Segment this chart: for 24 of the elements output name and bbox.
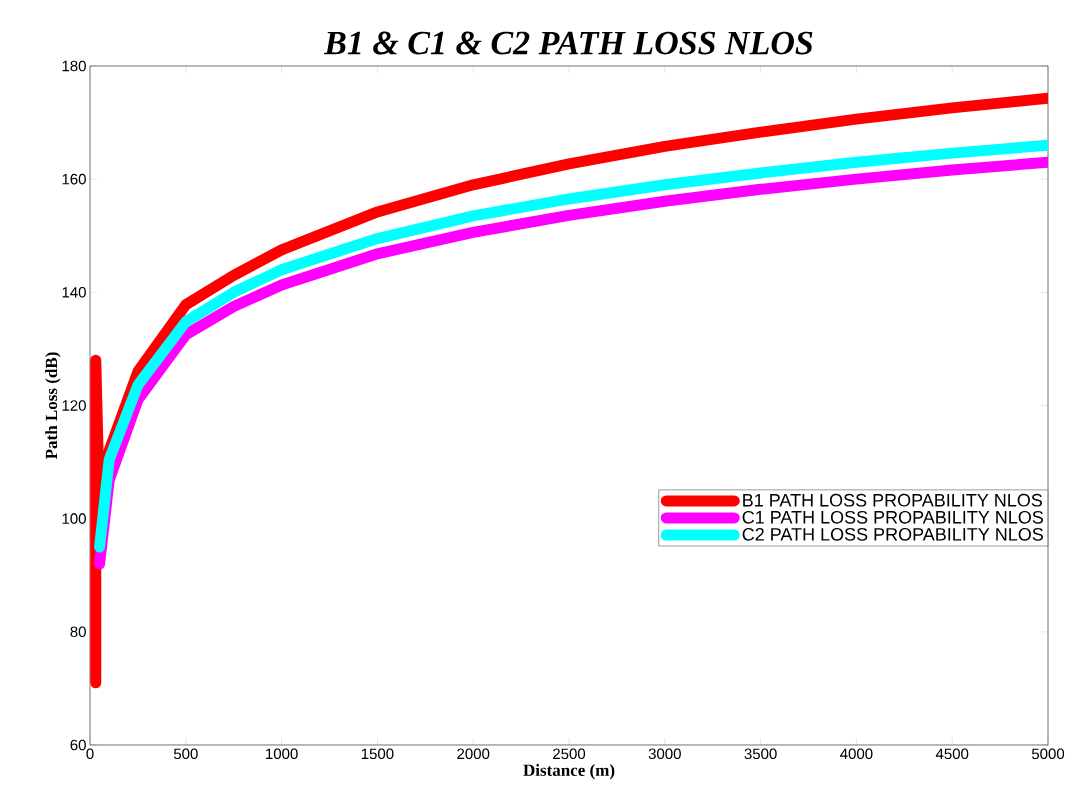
chart-title: B1 & C1 & C2 PATH LOSS NLOS (323, 31, 813, 55)
x-tick-label: 500 (173, 748, 198, 760)
x-axis-title: Distance (m) (523, 763, 615, 780)
y-tick-label: 100 (62, 513, 86, 524)
x-tick-label: 2000 (457, 748, 490, 760)
x-tick-label: 4500 (935, 748, 969, 760)
x-tick-label: 3500 (744, 748, 777, 760)
legend-label: C2 PATH LOSS PROPABILITY NLOS (742, 527, 1043, 541)
x-tick-label: 1500 (361, 748, 394, 760)
y-tick-label: 120 (62, 400, 86, 411)
y-axis-title: Path Loss (dB) (45, 352, 61, 460)
x-tick-label: 2500 (553, 748, 586, 760)
legend-label: B1 PATH LOSS PROPABILITY NLOS (743, 493, 1042, 507)
y-tick-label: 160 (62, 173, 86, 185)
y-tick-label: 140 (62, 287, 86, 298)
x-tick-label: 1000 (266, 748, 298, 760)
x-tick-label: 4000 (840, 748, 873, 760)
legend-label: C1 PATH LOSS PROPABILITY NLOS (742, 510, 1043, 524)
y-tick-label: 60 (70, 739, 86, 751)
x-tick-label: 5000 (1031, 748, 1065, 760)
x-tick-label: 0 (86, 748, 94, 760)
x-tick-label: 3000 (648, 748, 681, 760)
y-tick-label: 80 (70, 626, 86, 638)
y-tick-label: 180 (62, 60, 86, 72)
